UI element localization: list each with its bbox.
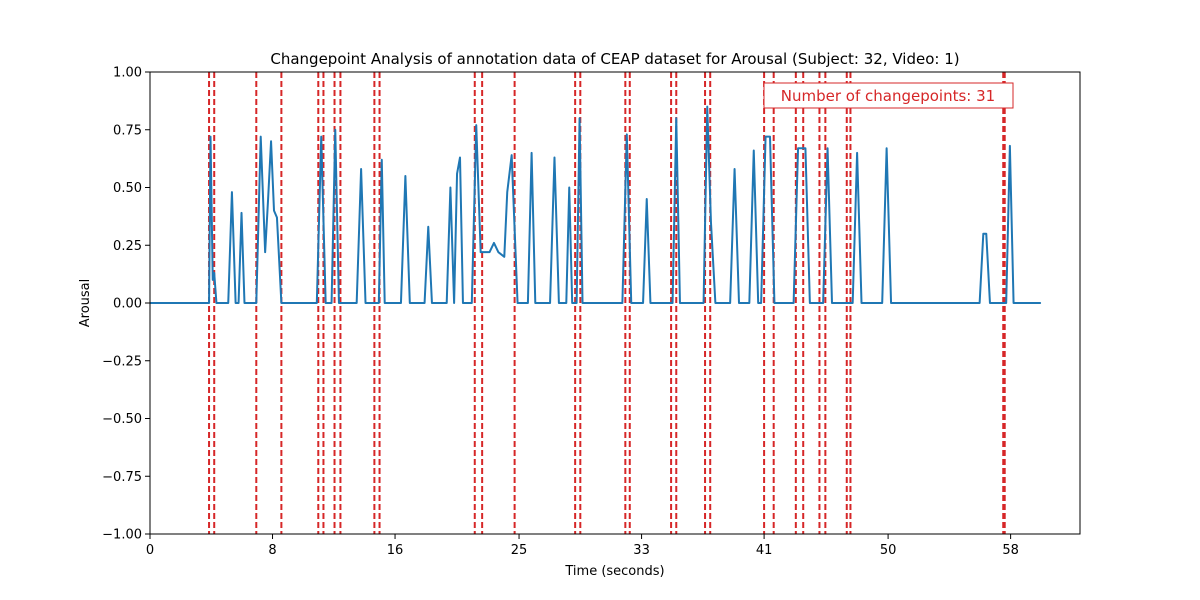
chart-title: Changepoint Analysis of annotation data … bbox=[270, 50, 959, 68]
y-tick-label: 1.00 bbox=[113, 66, 142, 81]
y-tick-label: 0.25 bbox=[113, 239, 142, 254]
x-tick-label: 50 bbox=[880, 543, 897, 558]
x-tick-label: 25 bbox=[511, 543, 528, 558]
y-tick-label: −0.50 bbox=[102, 412, 142, 427]
x-tick-label: 16 bbox=[387, 543, 404, 558]
annotation-box bbox=[763, 82, 1014, 109]
y-tick-label: 0.50 bbox=[113, 181, 142, 196]
annotation-text: Number of changepoints: 31 bbox=[781, 87, 995, 105]
series-lines bbox=[150, 105, 1042, 304]
x-tick-label: 8 bbox=[268, 543, 276, 558]
y-tick-label: 0.00 bbox=[113, 297, 142, 312]
x-axis-ticks: 0 8 16 25 33 41 50 58 bbox=[146, 534, 1019, 558]
y-tick-label: 0.75 bbox=[113, 123, 142, 138]
y-tick-label: −1.00 bbox=[102, 528, 142, 543]
series-line bbox=[150, 105, 1042, 304]
x-tick-label: 33 bbox=[633, 543, 650, 558]
y-tick-label: −0.75 bbox=[102, 470, 142, 485]
x-axis-label: Time (seconds) bbox=[564, 564, 664, 579]
y-axis-label: Arousal bbox=[78, 279, 93, 328]
changepoint-count-annotation: Number of changepoints: 31 bbox=[763, 82, 1014, 109]
x-tick-label: 0 bbox=[146, 543, 154, 558]
y-axis-ticks: −1.00 −0.75 −0.50 −0.25 0.00 0.25 0.50 0.75 1.00 bbox=[102, 66, 150, 543]
x-tick-label: 58 bbox=[1002, 543, 1019, 558]
x-tick-label: 41 bbox=[756, 543, 773, 558]
y-tick-label: −0.25 bbox=[102, 354, 142, 369]
